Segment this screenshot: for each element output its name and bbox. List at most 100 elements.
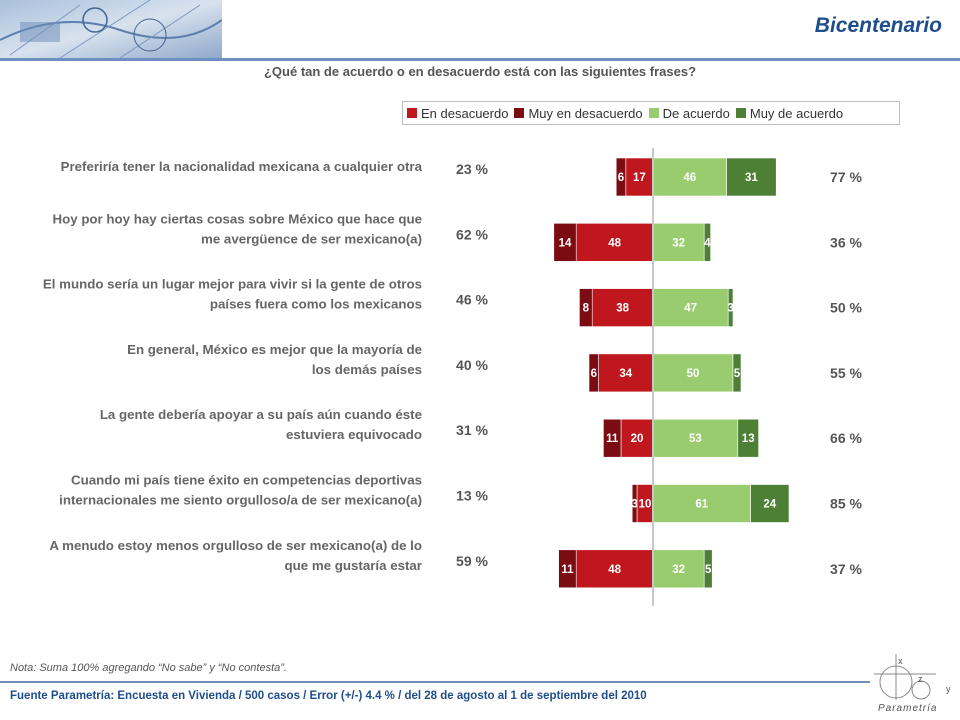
- bar-muy-en-desacuerdo-value: 3: [631, 499, 637, 511]
- bar-muy-en-desacuerdo-value: 11: [606, 433, 619, 445]
- bar-de-acuerdo: [652, 418, 739, 458]
- footer-divider: [0, 681, 870, 683]
- bar-muy-en-desacuerdo: [558, 549, 577, 589]
- bar-en-desacuerdo-value: 34: [619, 368, 632, 380]
- bar-de-acuerdo-value: 61: [695, 499, 708, 511]
- total-acuerdo-label: 37 %: [830, 561, 862, 577]
- total-desacuerdo-label: 59 %: [456, 553, 488, 569]
- total-desacuerdo-label: 46 %: [456, 292, 488, 308]
- bar-muy-de-acuerdo: [750, 484, 790, 523]
- logo-name: Parametría: [878, 703, 938, 714]
- bar-muy-de-acuerdo-value: 5: [705, 564, 712, 576]
- legend-swatch-en-desacuerdo: [407, 108, 417, 118]
- statement-label: internacionales me siento orgulloso/a de…: [59, 493, 422, 508]
- total-acuerdo-label: 77 %: [830, 169, 862, 185]
- bar-muy-en-desacuerdo-value: 6: [591, 368, 597, 380]
- bar-muy-de-acuerdo: [703, 223, 711, 262]
- bar-muy-en-desacuerdo: [553, 223, 577, 262]
- bar-muy-de-acuerdo: [732, 353, 742, 393]
- bar-en-desacuerdo: [598, 353, 654, 393]
- total-acuerdo-label: 50 %: [830, 300, 862, 316]
- statement-label: En general, México es mejor que la mayor…: [127, 342, 422, 357]
- parametria-logo: x z y: [874, 654, 951, 700]
- bar-en-desacuerdo-value: 10: [639, 499, 652, 511]
- bar-muy-de-acuerdo: [727, 288, 734, 327]
- bar-muy-en-desacuerdo: [603, 418, 622, 458]
- statement-label: A menudo estoy menos orgulloso de ser me…: [49, 538, 422, 553]
- chart-note: Nota: Suma 100% agregando “No sabe” y “N…: [10, 662, 287, 674]
- statement-label: países fuera como los mexicanos: [210, 297, 422, 312]
- bar-en-desacuerdo: [620, 418, 654, 458]
- bar-muy-de-acuerdo-value: 31: [745, 172, 758, 184]
- statement-label: Preferiría tener la nacionalidad mexican…: [61, 159, 423, 174]
- statement-label: que me gustaría estar: [285, 558, 422, 573]
- legend-item-en-desacuerdo: En desacuerdo: [407, 106, 508, 121]
- bar-en-desacuerdo-value: 38: [616, 303, 629, 315]
- bar-muy-de-acuerdo: [737, 418, 759, 458]
- logo-axis-y: y: [946, 684, 951, 694]
- statement-label: me avergüence de ser mexicano(a): [201, 231, 422, 246]
- bar-muy-de-acuerdo: [726, 157, 777, 197]
- bar-en-desacuerdo-value: 48: [608, 237, 621, 249]
- legend-label: Muy de acuerdo: [749, 105, 844, 121]
- statement-label: Cuando mi país tiene éxito en competenci…: [71, 473, 422, 488]
- legend-label: De acuerdo: [662, 105, 730, 121]
- bar-de-acuerdo: [652, 288, 729, 327]
- chart-legend: En desacuerdo Muy en desacuerdo De acuer…: [402, 101, 900, 125]
- statement-label: estuviera equivocado: [286, 427, 422, 442]
- total-acuerdo-label: 66 %: [830, 430, 862, 446]
- legend-item-muy-de-acuerdo: Muy de acuerdo: [735, 105, 844, 121]
- bar-de-acuerdo-value: 47: [684, 303, 697, 315]
- statement-label: Hoy por hoy hay ciertas cosas sobre Méxi…: [53, 211, 423, 226]
- statement-label: los demás países: [312, 362, 422, 377]
- bar-de-acuerdo: [652, 157, 727, 197]
- bar-muy-en-desacuerdo-value: 14: [559, 237, 572, 249]
- logo-axis-z: z: [918, 674, 923, 684]
- bar-de-acuerdo: [652, 223, 705, 262]
- bar-de-acuerdo: [652, 353, 734, 393]
- header-divider: [0, 58, 960, 61]
- total-desacuerdo-label: 13 %: [456, 488, 488, 504]
- bar-de-acuerdo-value: 53: [689, 433, 702, 445]
- bar-en-desacuerdo-value: 17: [633, 172, 646, 184]
- legend-label: Muy en desacuerdo: [528, 105, 643, 121]
- total-desacuerdo-label: 31 %: [456, 422, 488, 438]
- bar-de-acuerdo-value: 32: [672, 564, 685, 576]
- legend-item-muy-en-desacuerdo: Muy en desacuerdo: [514, 105, 643, 121]
- bar-muy-en-desacuerdo: [579, 288, 593, 327]
- bar-muy-de-acuerdo: [703, 549, 713, 589]
- legend-swatch-muy-en-desacuerdo: [514, 108, 525, 118]
- total-desacuerdo-label: 62 %: [456, 226, 488, 242]
- bar-muy-en-desacuerdo-value: 8: [583, 303, 590, 315]
- bar-muy-de-acuerdo-value: 24: [763, 499, 776, 511]
- bar-de-acuerdo: [652, 484, 751, 523]
- statement-label: El mundo sería un lugar mejor para vivir…: [43, 277, 422, 292]
- bar-de-acuerdo-value: 46: [683, 172, 696, 184]
- total-acuerdo-label: 85 %: [830, 496, 862, 512]
- bar-de-acuerdo-value: 32: [672, 237, 685, 249]
- bar-muy-en-desacuerdo-value: 6: [618, 172, 624, 184]
- chart-question: ¿Qué tan de acuerdo o en desacuerdo está…: [263, 64, 697, 79]
- bar-muy-de-acuerdo-value: 3: [727, 303, 733, 315]
- legend-label: En desacuerdo: [421, 105, 509, 121]
- total-acuerdo-label: 55 %: [830, 365, 862, 381]
- header: Bicentenario: [0, 0, 960, 58]
- total-desacuerdo-label: 23 %: [456, 161, 488, 177]
- bar-muy-en-desacuerdo: [631, 484, 638, 523]
- bar-muy-de-acuerdo-value: 5: [734, 368, 741, 380]
- statement-label: La gente debería apoyar a su país aún cu…: [100, 407, 422, 422]
- legend-swatch-muy-de-acuerdo: [735, 108, 746, 118]
- header-title: Bicentenario: [814, 14, 942, 37]
- bar-muy-en-desacuerdo: [588, 353, 599, 393]
- logo-axis-x: x: [898, 656, 903, 666]
- bar-muy-en-desacuerdo: [615, 157, 627, 197]
- bar-en-desacuerdo: [575, 223, 654, 262]
- legend-item-de-acuerdo: De acuerdo: [648, 105, 730, 121]
- header-banner-image: [0, 0, 222, 58]
- bar-en-desacuerdo: [575, 549, 654, 589]
- bar-muy-de-acuerdo-value: 13: [742, 433, 755, 445]
- legend-swatch-de-acuerdo: [648, 108, 659, 118]
- bar-en-desacuerdo: [591, 288, 654, 327]
- bar-en-desacuerdo-value: 48: [608, 564, 621, 576]
